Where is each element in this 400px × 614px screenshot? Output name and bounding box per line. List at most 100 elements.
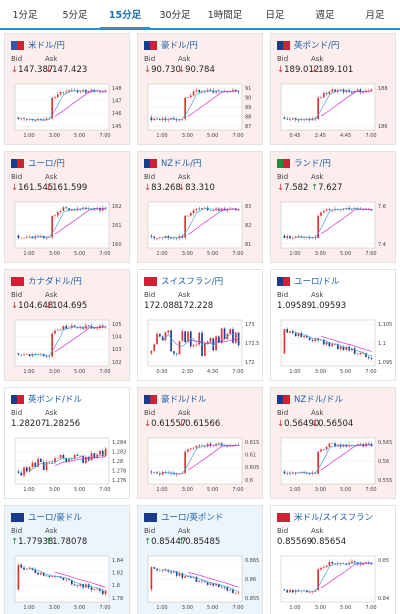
candle-body [192,91,195,96]
pair-title-link[interactable]: 英ポンド/円 [277,39,339,51]
candle-body [65,91,68,93]
candle-body [68,208,70,211]
currency-card[interactable]: ユーロ/英ポンド Bid Ask ↑0.85447 ↑0.85485 0.865 0.86 0… [137,505,263,614]
price-chart[interactable]: 105 104 103 102 1:00 3:00 5:00 7:00 [11,316,127,378]
currency-card[interactable]: 英ポンド/ドル Bid Ask 1.28207 1.28256 1.284 1.282 1.2… [4,387,130,499]
candle-body [204,343,206,356]
currency-card[interactable]: カナダドル/円 Bid Ask ↓104.648 ↓104.695 105 104 103 10… [4,269,130,381]
currency-card[interactable]: 米ドル/円 Bid Ask ↓147.387 ↓147.423 148 147 146 145 1… [4,33,130,145]
currency-card[interactable]: NZドル/円 Bid Ask ↓83.268 ↓83.310 83 82 81 1:00 3:00… [137,151,263,263]
y-tick-label: 103 [112,347,122,353]
ma-slow-line [187,444,239,471]
x-tick-label: 5:00 [340,251,351,257]
tab-7[interactable]: 月足 [365,10,385,21]
pair-title-link[interactable]: スイスフラン/円 [144,275,223,287]
tab-2[interactable]: 15分足 [100,0,150,30]
currency-card[interactable]: ユーロ/豪ドル Bid Ask ↑1.77938 ↑1.78078 1.84 1.82 1.8… [4,505,130,614]
pair-title-link[interactable]: 米ドル/円 [11,39,65,51]
pair-title-link[interactable]: ユーロ/豪ドル [11,511,82,523]
pair-title-link[interactable]: カナダドル/円 [11,275,82,287]
pair-title-link[interactable]: NZドル/ドル [277,393,343,405]
chart-svg: 0.865 0.86 0.855 1:00 3:00 5:00 7:00 [147,555,259,611]
candle-body [164,471,167,473]
y-tick-label: 0.615 [245,440,259,446]
arrow-down-icon: ↓ [144,419,152,429]
price-chart[interactable]: 83 82 81 1:00 3:00 5:00 7:00 [144,198,260,260]
pair-title-link[interactable]: 豪ドル/ドル [144,393,206,405]
candle-body [322,339,325,345]
ma-fast-line [162,568,239,593]
currency-card[interactable]: 英ポンド/円 Bid Ask ↓189.012 ↓189.101 188 186 0:45 2:… [270,33,396,145]
pair-title-link[interactable]: 豪ドル/円 [144,39,198,51]
price-chart[interactable]: 1.284 1.282 1.28 1.278 1.276 1:00 3:00 5:00 7:00 [11,434,127,496]
bid-value: ↓90.730 [144,65,181,75]
pair-title-link[interactable]: NZドル/円 [144,157,202,169]
currency-card[interactable]: ユーロ/ドル Bid Ask 1.09589 1.09593 1.105 1.1 1.095 1… [270,269,396,381]
price-chart[interactable]: 0.615 0.61 0.605 0.6 1:00 3:00 5:00 7:00 [144,434,260,496]
ask-value: ↑7.627 [311,183,342,193]
tab-3[interactable]: 30分足 [159,10,191,21]
tab-1[interactable]: 5分足 [62,10,88,21]
plot-area [14,555,110,603]
pair-title-link[interactable]: ランド/円 [277,157,331,169]
bid-value-text: 161.545 [18,183,54,193]
candle-body [34,569,37,573]
x-tick-label: 5:00 [74,251,85,257]
currency-card[interactable]: ランド/円 Bid Ask ↓7.582 ↑7.627 7.6 7.4 1:00 3:00 5:0… [270,151,396,263]
candle-body [20,472,23,476]
currency-card[interactable]: 豪ドル/円 Bid Ask ↓90.730 ↓90.784 91 90 89 88 87 1:00 3… [137,33,263,145]
pair-name: ユーロ/ドル [294,277,340,287]
arrow-down-icon: ↓ [11,65,19,75]
price-chart[interactable]: 0.565 0.56 0.555 1:00 3:00 5:00 7:00 [277,434,393,496]
price-chart[interactable]: 1.105 1.1 1.095 1:00 3:00 5:00 7:00 [277,316,393,378]
y-tick-label: 0.605 [245,465,259,471]
candle-body [292,331,294,334]
candle-body [79,91,82,93]
price-chart[interactable]: 1.84 1.82 1.8 1.78 1:00 3:00 5:00 7:00 [11,552,127,614]
pair-title-link[interactable]: ユーロ/円 [11,157,65,169]
candle-body [286,236,289,238]
price-chart[interactable]: 0.85 0.84 1:00 3:00 5:00 7:00 [277,552,393,614]
candle-body [28,467,31,472]
y-tick-label: 160 [112,242,122,248]
pair-title-link[interactable]: ユーロ/英ポンド [144,511,223,523]
pair-name: カナダドル/円 [28,277,82,287]
tab-6[interactable]: 週足 [315,10,335,21]
candle-body [189,448,192,450]
ask-label: Ask [311,291,324,299]
candle-body [40,235,42,237]
candle-body [359,444,362,445]
x-tick-label: 3:00 [182,605,193,611]
candle-body [232,89,234,92]
candle-body [365,353,367,358]
price-chart[interactable]: 0.865 0.86 0.855 1:00 3:00 5:00 7:00 [144,552,260,614]
pair-title-link[interactable]: 米ドル/スイスフラン [277,511,373,523]
candle-body [159,569,161,571]
tab-4[interactable]: 1時間足 [207,10,243,21]
candle-body [187,97,189,98]
currency-card[interactable]: 豪ドル/ドル Bid Ask ↓0.61557 ↓0.61566 0.615 0.61 0.6… [137,387,263,499]
candle-body [175,571,178,576]
candle-body [101,450,104,456]
pair-title-link[interactable]: 英ポンド/ドル [11,393,82,405]
candle-body [237,444,240,446]
x-tick-label: 1:00 [156,133,167,139]
candle-body [156,118,158,120]
price-chart[interactable]: 7.6 7.4 1:00 3:00 5:00 7:00 [277,198,393,260]
price-chart[interactable]: 188 186 0:45 2:45 4:45 7:00 [277,80,393,142]
candle-body [17,235,20,239]
price-chart[interactable]: 173 172.5 172 0:30 2:30 4:30 7:00 [144,316,260,378]
tab-5[interactable]: 日足 [265,10,285,21]
price-chart[interactable]: 91 90 89 88 87 1:00 3:00 5:00 7:00 [144,80,260,142]
candle-body [289,472,291,474]
price-chart[interactable]: 162 161 160 1:00 3:00 5:00 7:00 [11,198,127,260]
currency-card[interactable]: NZドル/ドル Bid Ask ↓0.56490 ↓0.56504 0.565 0.56 0.… [270,387,396,499]
ma-fast-line [162,334,239,347]
pair-title-link[interactable]: ユーロ/ドル [277,275,339,287]
currency-card[interactable]: ユーロ/円 Bid Ask ↓161.545 ↓161.599 162 161 160 1:00… [4,151,130,263]
price-chart[interactable]: 148 147 146 145 1:00 3:00 5:00 7:00 [11,80,127,142]
candle-body [362,563,364,565]
currency-card[interactable]: 米ドル/スイスフラン Bid Ask 0.85569 0.85654 0.85 0.84 1:… [270,505,396,614]
currency-card[interactable]: スイスフラン/円 Bid Ask 172.088 172.228 173 172.5 172 0… [137,269,263,381]
tab-0[interactable]: 1分足 [12,10,38,21]
